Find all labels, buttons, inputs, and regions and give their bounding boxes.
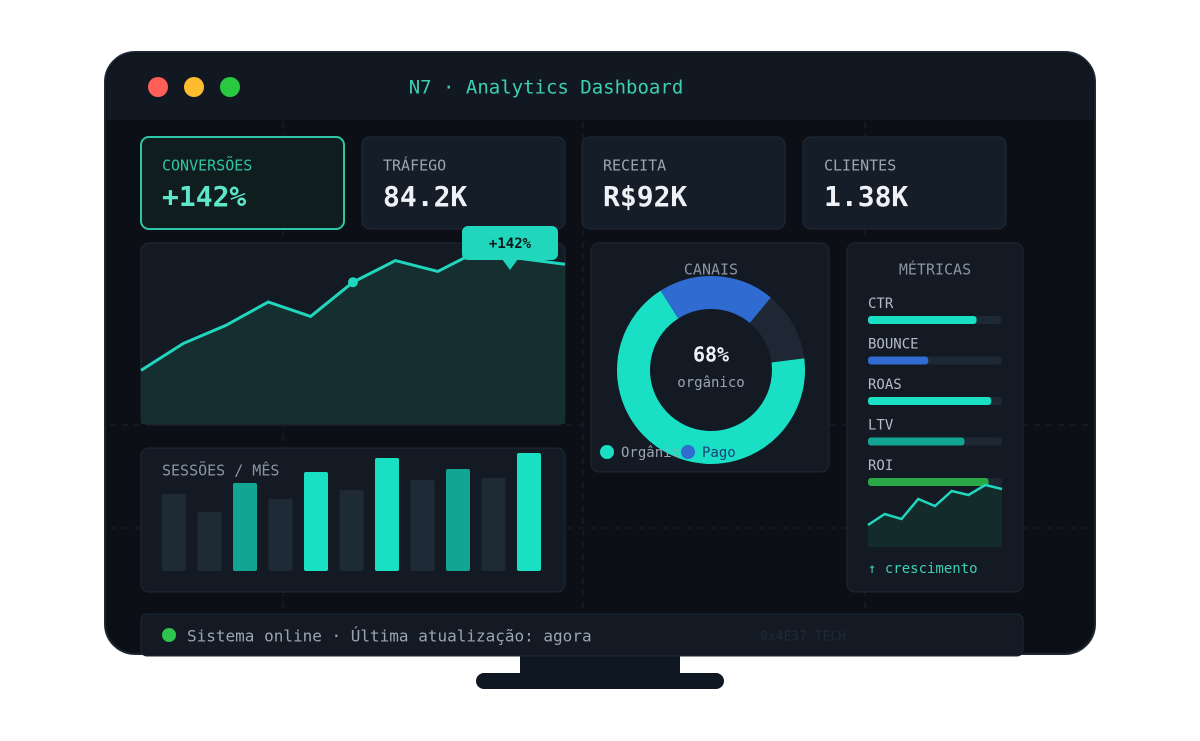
status-tag: 0x4E37 TECH [760,630,846,645]
kpi-value: 84.2K [383,180,467,213]
session-bar [517,453,541,571]
minimize-button[interactable] [184,77,204,97]
kpi-value: 1.38K [824,180,908,213]
maximize-button[interactable] [220,77,240,97]
metric-bar [868,356,929,365]
metric-label: ROI [868,458,893,474]
metric-label: CTR [868,296,894,312]
kpi-card [140,136,345,230]
metric-bar [868,316,977,324]
kpi-label: TRÁFEGO [383,156,446,175]
kpi-label: CONVERSÕES [162,156,252,175]
channels-title: CANAIS [684,261,738,279]
session-bar [197,512,222,571]
growth-label: ↑ crescimento [868,561,978,577]
trend-area [141,249,565,424]
kpi-value: R$92K [603,180,687,213]
kpi-card [581,136,786,230]
session-bar [410,480,435,571]
legend-dot [681,445,695,459]
legend-label: Orgânico [621,445,688,461]
metric-bar [868,397,992,405]
session-bar [339,490,364,571]
donut-segment [617,290,805,464]
metric-label: ROAS [868,377,902,393]
session-bar [162,494,186,571]
session-bar [446,469,470,571]
tooltip-text: +142% [489,236,532,252]
donut-segment [749,297,805,364]
title-bar [107,54,1093,120]
kpi-card [802,136,1007,230]
session-bar [268,499,293,571]
sessions-title: SESSÕES / MÊS [162,461,279,480]
session-bar [375,458,399,571]
growth-area [868,485,1002,547]
stand-base [476,673,724,689]
growth-line [867,483,1003,527]
status-bar [140,613,1024,657]
kpi-value: +142% [162,180,246,213]
metric-bar [868,478,989,486]
legend-label: Pago [702,445,736,461]
metric-label: BOUNCE [868,337,919,353]
window-title: N7 · Analytics Dashboard [409,77,684,99]
tooltip [462,226,558,260]
session-bar [481,478,506,571]
close-button[interactable] [148,77,168,97]
legend-dot [600,445,614,459]
donut-label: orgânico [677,375,744,391]
status-dot [162,628,176,642]
status-text: Sistema online · Última atualização: ago… [187,627,592,646]
metric-label: LTV [868,418,894,434]
donut-value: 68% [693,343,729,367]
tooltip-pointer [502,259,518,270]
donut-segment [660,276,771,324]
session-bar [233,483,257,571]
metrics-title: MÉTRICAS [899,260,971,279]
metric-bar [868,437,965,446]
kpi-label: RECEITA [603,157,666,175]
trend-point [348,277,358,288]
kpi-label: CLIENTES [824,157,896,175]
session-bar [304,472,328,571]
